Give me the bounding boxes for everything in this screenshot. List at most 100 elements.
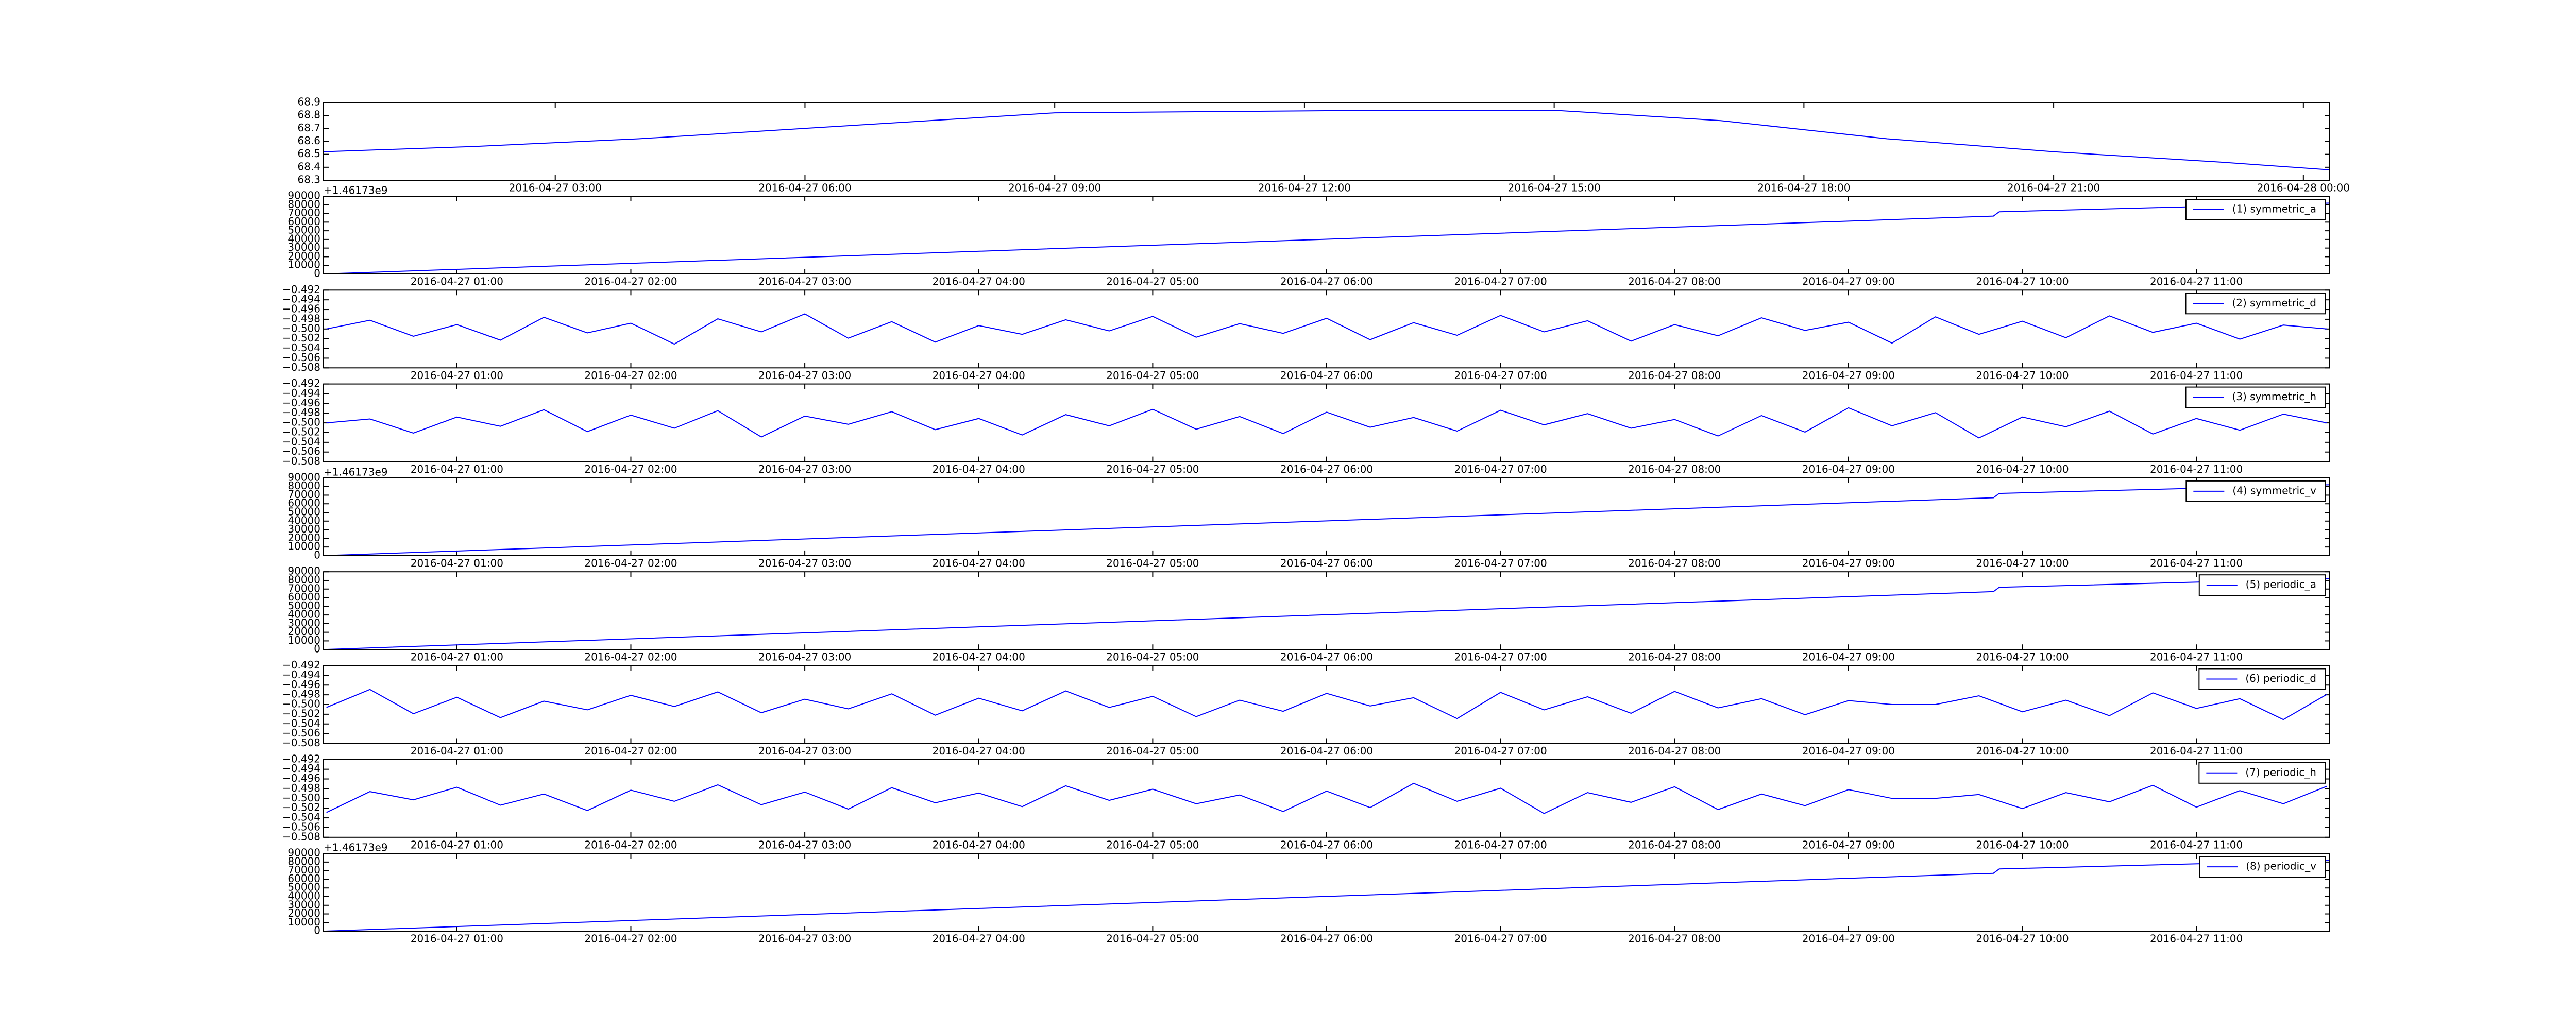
y-tick-label: 0: [314, 548, 320, 561]
x-tick-label: 2016-04-27 02:00: [584, 463, 677, 475]
y-tick-label: −0.504: [282, 435, 320, 448]
x-tick-label: 2016-04-27 03:00: [758, 463, 851, 475]
y-tick-label: −0.500: [282, 792, 320, 804]
x-tick-label: 2016-04-27 02:00: [584, 933, 677, 945]
x-tick-label: 2016-04-27 02:00: [584, 276, 677, 288]
x-tick-label: 2016-04-27 09:00: [1008, 182, 1101, 194]
x-tick-label: 2016-04-27 11:00: [2150, 745, 2243, 757]
y-tick-label: −0.504: [282, 811, 320, 823]
x-tick-label: 2016-04-27 07:00: [1454, 276, 1547, 288]
x-tick-label: 2016-04-27 06:00: [1280, 276, 1373, 288]
x-tick-label: 2016-04-27 05:00: [1106, 276, 1199, 288]
y-tick-label: 90000: [287, 565, 320, 577]
y-tick-label: −0.496: [282, 303, 320, 315]
y-tick-label: −0.504: [282, 717, 320, 729]
x-tick-label: 2016-04-27 10:00: [1976, 933, 2069, 945]
x-tick-label: 2016-04-27 01:00: [411, 745, 503, 757]
x-tick-label: 2016-04-27 11:00: [2150, 369, 2243, 382]
y-tick-label: 68.7: [297, 122, 320, 134]
y-tick-label: −0.498: [282, 782, 320, 794]
x-tick-label: 2016-04-27 09:00: [1802, 933, 1895, 945]
x-tick-label: 2016-04-27 09:00: [1802, 557, 1895, 569]
x-tick-label: 2016-04-27 11:00: [2150, 276, 2243, 288]
x-tick-label: 2016-04-27 08:00: [1628, 276, 1721, 288]
y-tick-label: 90000: [287, 471, 320, 483]
y-tick-label: −0.506: [282, 820, 320, 833]
y-tick-label: −0.492: [282, 283, 320, 296]
x-tick-label: 2016-04-27 03:00: [509, 182, 602, 194]
x-tick-label: 2016-04-27 08:00: [1628, 933, 1721, 945]
x-tick-label: 2016-04-27 05:00: [1106, 463, 1199, 475]
y-tick-label: 60000: [287, 591, 320, 603]
y-tick-label: 70000: [287, 207, 320, 219]
x-tick-label: 2016-04-27 06:00: [1280, 838, 1373, 851]
y-tick-label: −0.494: [282, 387, 320, 399]
x-tick-label: 2016-04-27 01:00: [411, 557, 503, 569]
x-tick-label: 2016-04-27 15:00: [1508, 182, 1601, 194]
x-tick-label: 2016-04-27 01:00: [411, 933, 503, 945]
x-tick-label: 2016-04-27 03:00: [758, 276, 851, 288]
y-tick-label: 10000: [287, 540, 320, 553]
y-tick-label: −0.506: [282, 445, 320, 457]
x-tick-label: 2016-04-27 01:00: [411, 838, 503, 851]
y-tick-label: 30000: [287, 241, 320, 253]
x-tick-label: 2016-04-27 06:00: [1280, 557, 1373, 569]
x-tick-label: 2016-04-28 00:00: [2257, 182, 2350, 194]
x-tick-label: 2016-04-27 02:00: [584, 557, 677, 569]
y-tick-label: 70000: [287, 864, 320, 876]
y-tick-label: −0.496: [282, 772, 320, 784]
x-tick-label: 2016-04-27 10:00: [1976, 276, 2069, 288]
y-tick-label: −0.502: [282, 425, 320, 438]
x-tick-label: 2016-04-27 09:00: [1802, 838, 1895, 851]
x-tick-label: 2016-04-27 11:00: [2150, 933, 2243, 945]
x-tick-label: 2016-04-27 05:00: [1106, 651, 1199, 663]
x-tick-label: 2016-04-27 02:00: [584, 838, 677, 851]
x-tick-label: 2016-04-27 11:00: [2150, 557, 2243, 569]
x-tick-label: 2016-04-27 08:00: [1628, 651, 1721, 663]
y-tick-label: 70000: [287, 582, 320, 594]
x-tick-label: 2016-04-27 01:00: [411, 651, 503, 663]
x-tick-label: 2016-04-27 07:00: [1454, 838, 1547, 851]
legend-label: (3) symmetric_h: [2232, 390, 2316, 403]
x-tick-label: 2016-04-27 05:00: [1106, 745, 1199, 757]
x-tick-label: 2016-04-27 12:00: [1258, 182, 1351, 194]
x-tick-label: 2016-04-27 04:00: [933, 745, 1025, 757]
y-tick-label: 68.3: [297, 174, 320, 186]
x-tick-label: 2016-04-27 03:00: [758, 933, 851, 945]
y-tick-label: 0: [314, 267, 320, 280]
x-tick-label: 2016-04-27 02:00: [584, 651, 677, 663]
y-tick-label: −0.492: [282, 659, 320, 671]
plot-frame: [323, 289, 2330, 369]
y-tick-label: 0: [314, 643, 320, 655]
x-tick-label: 2016-04-27 11:00: [2150, 651, 2243, 663]
x-tick-label: 2016-04-27 01:00: [411, 463, 503, 475]
y-tick-label: 68.4: [297, 160, 320, 173]
x-tick-label: 2016-04-27 06:00: [1280, 651, 1373, 663]
x-tick-label: 2016-04-27 10:00: [1976, 463, 2069, 475]
y-tick-label: −0.498: [282, 312, 320, 324]
x-tick-label: 2016-04-27 09:00: [1802, 651, 1895, 663]
offset-text: +1.46173e9: [324, 842, 388, 854]
x-tick-label: 2016-04-27 01:00: [411, 276, 503, 288]
x-tick-label: 2016-04-27 03:00: [758, 745, 851, 757]
x-tick-label: 2016-04-27 04:00: [933, 463, 1025, 475]
y-tick-label: 90000: [287, 190, 320, 202]
x-tick-label: 2016-04-27 01:00: [411, 369, 503, 382]
x-tick-label: 2016-04-27 08:00: [1628, 557, 1721, 569]
y-tick-label: 50000: [287, 881, 320, 894]
y-tick-label: 40000: [287, 608, 320, 621]
x-tick-label: 2016-04-27 09:00: [1802, 369, 1895, 382]
y-tick-label: 80000: [287, 573, 320, 586]
plot-frame: [323, 102, 2330, 181]
x-tick-label: 2016-04-27 18:00: [1757, 182, 1850, 194]
y-tick-label: 60000: [287, 872, 320, 885]
y-tick-label: −0.494: [282, 762, 320, 775]
legend-label: (2) symmetric_d: [2232, 297, 2316, 309]
y-tick-label: 68.9: [297, 96, 320, 108]
x-tick-label: 2016-04-27 06:00: [1280, 463, 1373, 475]
x-tick-label: 2016-04-27 07:00: [1454, 369, 1547, 382]
x-tick-label: 2016-04-27 02:00: [584, 369, 677, 382]
y-tick-label: 50000: [287, 506, 320, 518]
x-tick-label: 2016-04-27 06:00: [758, 182, 851, 194]
x-tick-label: 2016-04-27 04:00: [933, 557, 1025, 569]
